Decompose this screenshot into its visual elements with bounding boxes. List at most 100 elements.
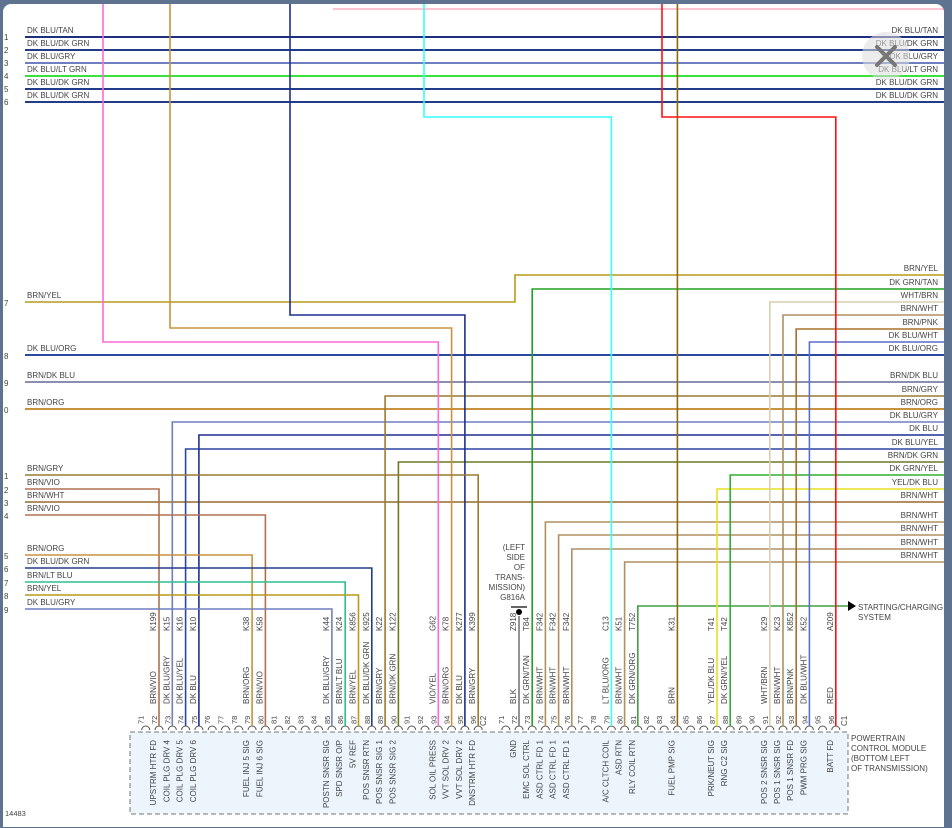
circuit-code: F342 (562, 612, 571, 631)
left-wire-number: 3 (4, 499, 9, 508)
right-wire-label: DK BLU/GRY (890, 411, 939, 420)
right-wire-label: BRN/YEL (904, 264, 939, 273)
pin-number: 94 (443, 716, 452, 724)
left-wire-label: BRN/VIO (27, 504, 60, 513)
wire-color-label: DK GRN/YEL (720, 655, 729, 704)
left-wire-number: 5 (4, 552, 9, 561)
wire-color-label: DK GRN/TAN (522, 655, 531, 704)
wire-color-label: DK BLU (189, 675, 198, 704)
right-wire-label: WHT/BRN (901, 291, 939, 300)
pin-number: 88 (363, 716, 372, 724)
wiring-diagram: DK BLU/TAN 1 DK BLU/TAN DK BLU/DK GRN 2 DK BL… (4, 4, 944, 818)
pin-function: POS SNSR RTN (362, 740, 371, 800)
left-wire-label: BRN/YEL (27, 291, 62, 300)
pin-function: BATT FD (826, 740, 835, 773)
pin-function: RLY COIL RTN (628, 740, 637, 794)
starting-charging-label: STARTING/CHARGING (858, 603, 943, 612)
connector-pin-C1-85 (686, 725, 696, 731)
pin-number: 81 (629, 716, 638, 724)
right-wire-label: YEL/DK BLU (892, 478, 938, 487)
left-wire-number: 5 (4, 85, 9, 94)
pin-number: 95 (456, 716, 465, 724)
wire-C2-75 (198, 434, 944, 726)
circuit-code: K52 (799, 616, 808, 631)
pin-number: 96 (469, 716, 478, 724)
pin-number: 80 (256, 716, 265, 724)
wire-color-label: BRN (667, 687, 676, 704)
pin-function: COIL PLG DRV 5 (176, 739, 185, 802)
wire-C1-73 (531, 288, 944, 726)
pin-function: COIL PLG DRV 4 (162, 739, 171, 802)
pin-function: DNSTRM HTR FD (468, 740, 477, 806)
pin-number: 80 (616, 716, 625, 724)
connector-pin-C1-79 (606, 725, 616, 731)
circuit-code: K29 (760, 616, 769, 631)
pin-function: RNG C2 SIG (720, 740, 729, 786)
circuit-code: T41 (707, 617, 716, 631)
pin-number: 77 (217, 716, 226, 724)
connector-pin-C2-73 (167, 725, 177, 731)
wire-C2-86 (25, 581, 347, 726)
ground-label: MISSION) (489, 583, 526, 592)
wire-C2-95 (289, 4, 466, 726)
connector-pin-C1-84 (672, 725, 682, 731)
figure-id: 14483 (5, 809, 26, 818)
pin-number: 86 (695, 716, 704, 724)
pin-number: 75 (550, 716, 559, 724)
ground-label: G816A (500, 593, 526, 602)
pin-function: POS SNSR SIG 2 (388, 739, 397, 804)
wire-C2-87 (25, 594, 360, 726)
wire-color-label: DK BLU/DK GRN (362, 642, 371, 704)
pin-function: PWM PRG SIG (799, 740, 808, 795)
pcm-label: (BOTTOM LEFT (851, 754, 910, 763)
connector-pin-C1-91 (765, 725, 775, 731)
pin-number: 91 (403, 716, 412, 724)
close-button[interactable] (862, 32, 910, 80)
wire-color-label: BRN/ORG (242, 667, 251, 704)
pin-number: 96 (827, 716, 836, 724)
pin-number: 88 (721, 716, 730, 724)
wire-color-label: VIO/YEL (428, 672, 437, 704)
pin-number: 82 (642, 716, 651, 724)
pin-number: 84 (668, 716, 677, 724)
wire-color-label: DK BLU/GRY (322, 655, 331, 704)
connector-pin-C1-71 (501, 725, 511, 731)
circuit-code: Z918 (509, 612, 518, 631)
wire-C1-75 (557, 534, 944, 726)
circuit-code: F342 (535, 612, 544, 631)
pin-number: 94 (800, 716, 809, 724)
pin-number: 79 (243, 716, 252, 724)
wire-C2-94 (169, 4, 453, 726)
wire-color-label: BRN/WHT (562, 667, 571, 704)
pin-number: 74 (536, 716, 545, 724)
right-wire-label: BRN/WHT (901, 304, 938, 313)
connector-pin-C1-77 (580, 725, 590, 731)
wire-color-label: DK BLU/GRY (162, 655, 171, 704)
wire-color-label: BRN/WHT (773, 667, 782, 704)
wire-color-label: WHT/BRN (760, 666, 769, 704)
ground-label: SIDE (506, 553, 525, 562)
pin-function: POS 1 SNSR SIG (773, 740, 782, 804)
circuit-code: G62 (428, 615, 437, 631)
circuit-code: K31 (667, 616, 676, 631)
right-wire-label: BRN/WHT (901, 491, 938, 500)
wire-color-label: BRN/DK GRN (388, 654, 397, 704)
circuit-code: K122 (388, 612, 397, 631)
pin-number: 83 (296, 716, 305, 724)
connector-pin-C2-79 (247, 725, 257, 731)
pin-number: 78 (589, 716, 598, 724)
left-wire-label: DK BLU/DK GRN (27, 91, 89, 100)
pin-function: VVT SOL DRV 2 (442, 739, 451, 799)
pin-number: 87 (708, 716, 717, 724)
left-wire-label: DK BLU/DK GRN (27, 39, 89, 48)
wire-color-label: BRN/WHT (615, 667, 624, 704)
connector-pin-C2-85 (327, 725, 337, 731)
connector-pin-C1-72 (514, 725, 524, 731)
pin-number: 72 (150, 716, 159, 724)
connector-pin-C2-93 (433, 725, 443, 731)
close-icon (875, 45, 897, 67)
pin-number: 90 (389, 716, 398, 724)
connector-pin-C1-96 (831, 725, 841, 731)
pin-function: COIL PLG DRV 6 (189, 739, 198, 802)
pin-number: 89 (734, 716, 743, 724)
